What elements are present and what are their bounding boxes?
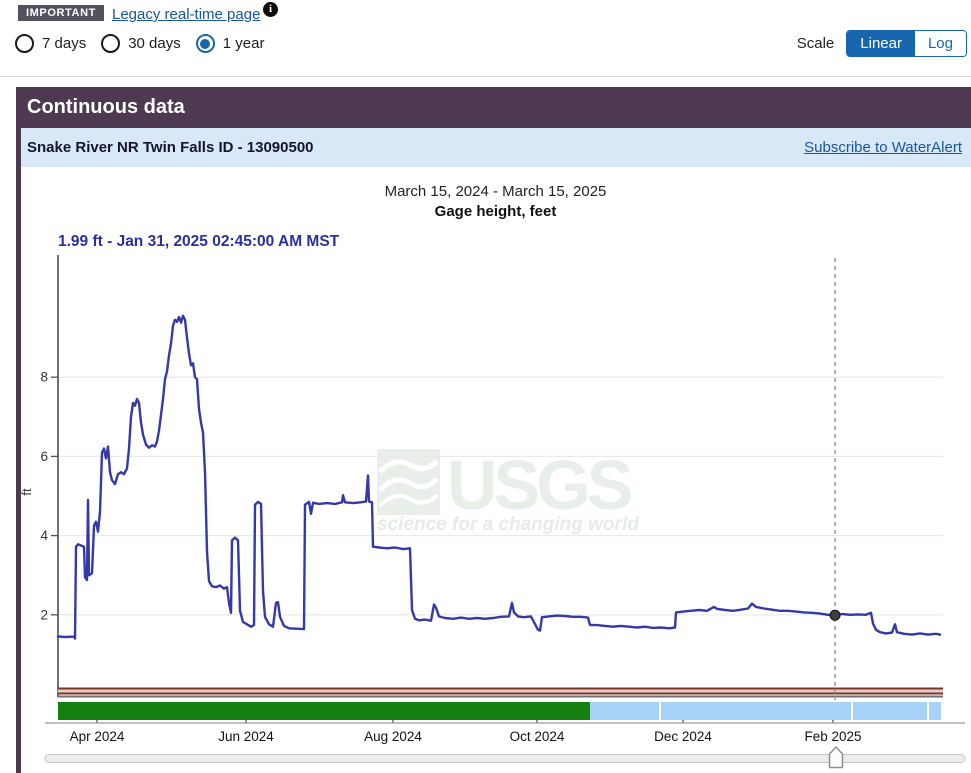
hover-readout: 1.99 ft - Jan 31, 2025 02:45:00 AM MST [58,233,340,250]
x-tick-label: Apr 2024 [70,729,125,744]
radio-7-days-label: 7 days [42,35,87,52]
chart-titles: March 15, 2024 - March 15, 2025 Gage hei… [20,183,971,220]
scale-control: Scale Linear Log [797,30,967,57]
info-icon[interactable]: i [263,2,278,17]
radio-30-days-label: 30 days [128,35,181,52]
y-tick-label: 6 [40,449,48,464]
scale-linear-button[interactable]: Linear [847,31,915,56]
reference-band [58,688,943,694]
y-axis-label: ft [19,488,34,496]
time-slider-handle[interactable] [828,745,844,769]
subscribe-wateralert-link[interactable]: Subscribe to WaterAlert [804,139,962,156]
watermark-text: USGS [447,446,631,524]
approval-segment-approved [58,702,590,720]
radio-circle-selected-icon[interactable] [195,34,215,53]
radio-circle-icon[interactable] [101,34,121,53]
legacy-realtime-link[interactable]: Legacy real-time page [112,6,261,23]
time-slider[interactable] [44,745,966,769]
y-tick-label: 2 [40,607,48,622]
important-badge: IMPORTANT [18,5,104,21]
radio-1-year[interactable]: 1 year [195,34,265,53]
radio-30-days[interactable]: 30 days [101,34,181,53]
station-name: Snake River NR Twin Falls ID - 13090500 [27,139,314,156]
scale-toggle: Linear Log [846,30,967,57]
panel-title: Continuous data [21,87,971,128]
y-tick-label: 8 [40,370,48,385]
time-range-group: 7 days 30 days 1 year [15,34,264,53]
approval-segment-provisional [590,702,941,720]
y-tick-label: 4 [40,528,48,543]
x-tick-label: Jun 2024 [218,729,274,744]
chart-parameter: Gage height, feet [434,203,557,220]
radio-7-days[interactable]: 7 days [15,34,86,53]
radio-1-year-label: 1 year [222,35,265,52]
station-bar: Snake River NR Twin Falls ID - 13090500 … [21,128,971,167]
usgs-watermark-icon: USGS science for a changing world [377,446,639,535]
continuous-data-panel: Continuous data Snake River NR Twin Fall… [16,87,971,773]
time-slider-track[interactable] [44,754,966,763]
scale-log-button[interactable]: Log [914,31,966,56]
x-tick-label: Oct 2024 [510,729,565,744]
gage-height-line [56,314,942,640]
x-tick-label: Dec 2024 [654,729,712,744]
x-tick-label: Aug 2024 [364,729,422,744]
chart-axes: ft [19,255,965,724]
chart-date-range: March 15, 2024 - March 15, 2025 [384,183,607,200]
radio-circle-icon[interactable] [15,34,34,53]
scale-label: Scale [796,35,835,52]
x-tick-label: Feb 2025 [804,729,861,744]
hover-marker-dot [829,609,841,621]
top-divider [0,76,971,77]
watermark-tagline: science for a changing world [377,514,639,535]
